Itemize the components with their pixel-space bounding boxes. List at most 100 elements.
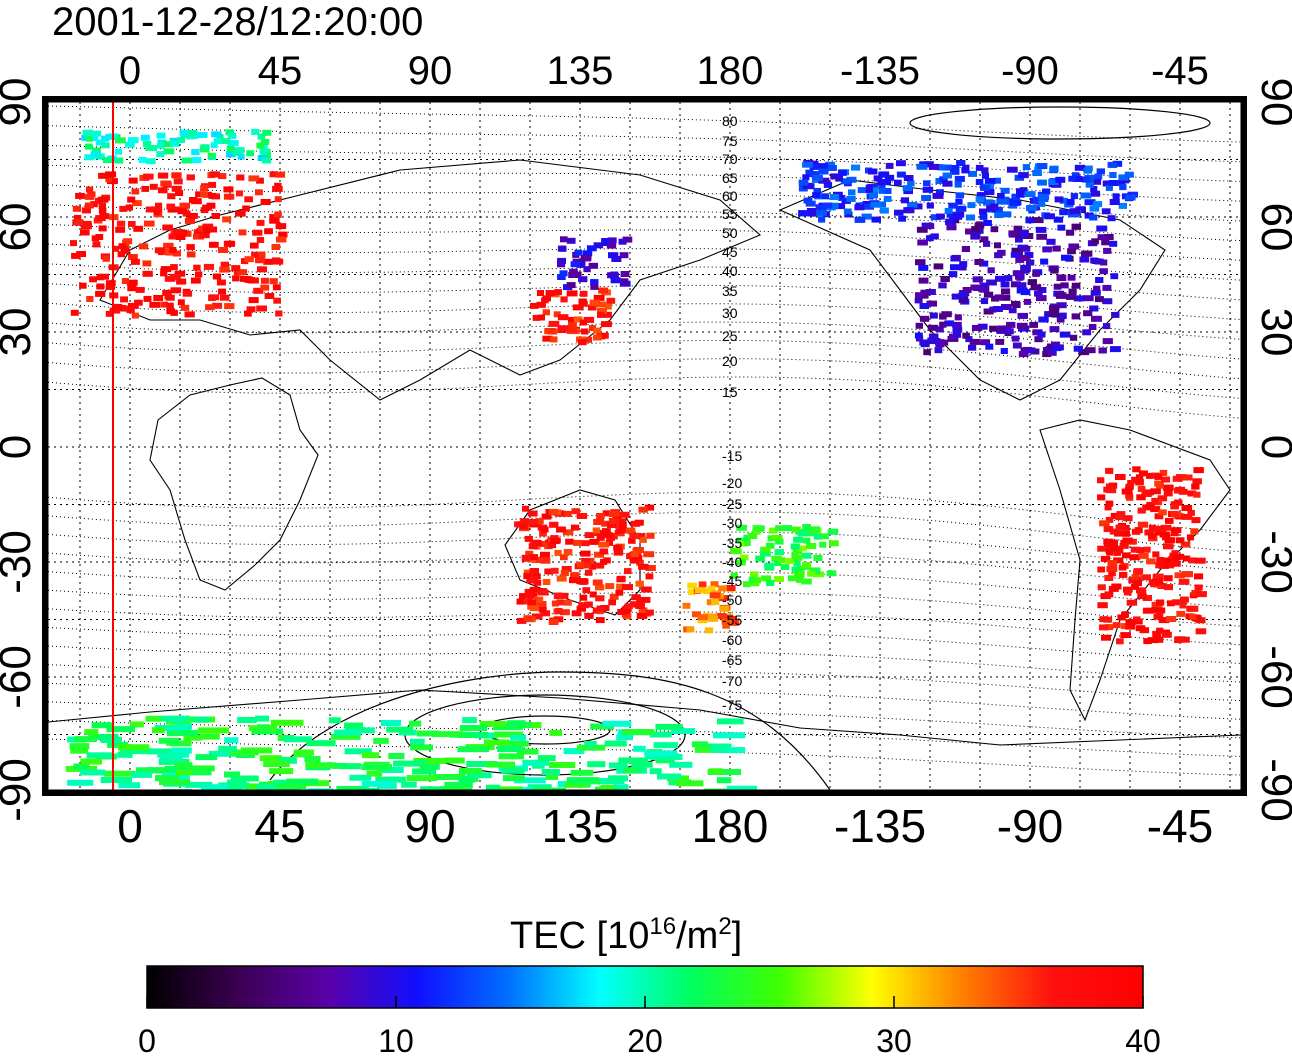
tec-point [406, 775, 438, 782]
tec-point [314, 762, 336, 769]
tec-point [1103, 526, 1114, 532]
tec-point [548, 508, 559, 515]
tec-point [827, 528, 839, 535]
tec-point [830, 173, 841, 180]
tec-point [1191, 517, 1201, 524]
tec-point [879, 207, 889, 214]
tec-point [1193, 491, 1201, 498]
magnetic-contour [48, 283, 1241, 320]
tec-point [753, 577, 761, 584]
tec-point [1034, 336, 1043, 343]
tec-point [900, 197, 910, 204]
tec-point [486, 761, 515, 768]
tec-point [1096, 168, 1105, 175]
tec-point [1094, 296, 1104, 303]
tec-point [305, 762, 320, 768]
tec-point [1098, 347, 1107, 354]
tec-point [99, 213, 110, 220]
tec-point [752, 525, 763, 532]
tec-point [118, 744, 150, 751]
tec-point [595, 595, 605, 602]
tec-point [344, 722, 363, 729]
tec-point [630, 520, 641, 527]
tec-point [1137, 507, 1146, 514]
tec-point [749, 571, 759, 578]
tec-point [846, 195, 856, 202]
tec-point [615, 589, 624, 596]
tec-point [160, 270, 168, 277]
tec-point [244, 256, 254, 263]
tec-point [224, 771, 241, 778]
tec-point [156, 132, 166, 139]
tec-point [790, 543, 800, 550]
tec-point [1055, 176, 1066, 183]
tec-point [802, 174, 810, 181]
tec-point [955, 192, 965, 199]
tec-point [930, 233, 939, 240]
tec-point [760, 546, 771, 553]
tec-point [1104, 504, 1112, 511]
tec-point [551, 600, 559, 607]
tec-point [1191, 589, 1202, 596]
tec-point [105, 171, 117, 178]
tec-point [533, 579, 542, 586]
tec-point [1029, 321, 1038, 328]
tec-point [92, 241, 101, 248]
tec-point [1189, 613, 1197, 620]
tec-point [541, 526, 549, 533]
longitude-tick-label: -90 [997, 800, 1063, 852]
tec-point [1072, 176, 1082, 182]
contour-label: 30 [722, 305, 738, 321]
tec-point [604, 303, 612, 310]
tec-point [809, 163, 820, 170]
tec-point [191, 149, 200, 156]
tec-point [1018, 351, 1029, 358]
tec-point [1192, 478, 1202, 485]
tec-point [236, 190, 243, 197]
longitude-tick-label: 0 [119, 49, 141, 93]
tec-point [133, 225, 144, 232]
tec-point [197, 727, 229, 734]
tec-point [748, 576, 756, 583]
tec-point [722, 622, 730, 629]
tec-point [1130, 546, 1140, 553]
tec-point [617, 575, 626, 582]
tec-point [802, 182, 813, 189]
tec-point [578, 298, 587, 305]
tec-point [644, 504, 655, 511]
tec-point [283, 736, 312, 743]
tec-point [939, 176, 948, 183]
tec-point [581, 540, 590, 547]
tec-point [950, 165, 960, 171]
tec-point [537, 755, 556, 762]
tec-point [590, 279, 599, 286]
tec-point [573, 316, 583, 323]
tec-point [1084, 199, 1096, 206]
tec-point [568, 272, 579, 278]
tec-point [657, 773, 682, 780]
tec-point [645, 565, 656, 571]
tec-point [1015, 236, 1023, 243]
tec-point [576, 261, 586, 268]
tec-point [213, 138, 222, 145]
tec-point [980, 298, 989, 305]
tec-point [631, 594, 641, 601]
tec-point [894, 209, 904, 216]
tec-point [1097, 234, 1108, 241]
tec-point [272, 779, 287, 786]
tec-point [231, 265, 241, 272]
tec-point [976, 192, 986, 199]
tec-point [84, 729, 99, 736]
tec-point [1102, 338, 1113, 345]
tec-point [1191, 483, 1200, 490]
tec-point [653, 742, 678, 749]
tec-point [1103, 616, 1113, 623]
longitude-tick-label: -90 [1001, 49, 1059, 93]
tec-point [955, 205, 967, 212]
tec-point [769, 527, 778, 534]
tec-point [706, 599, 716, 606]
tec-point [566, 237, 576, 244]
tec-point [260, 284, 270, 291]
tec-point [1148, 637, 1159, 644]
tec-point [535, 518, 544, 525]
